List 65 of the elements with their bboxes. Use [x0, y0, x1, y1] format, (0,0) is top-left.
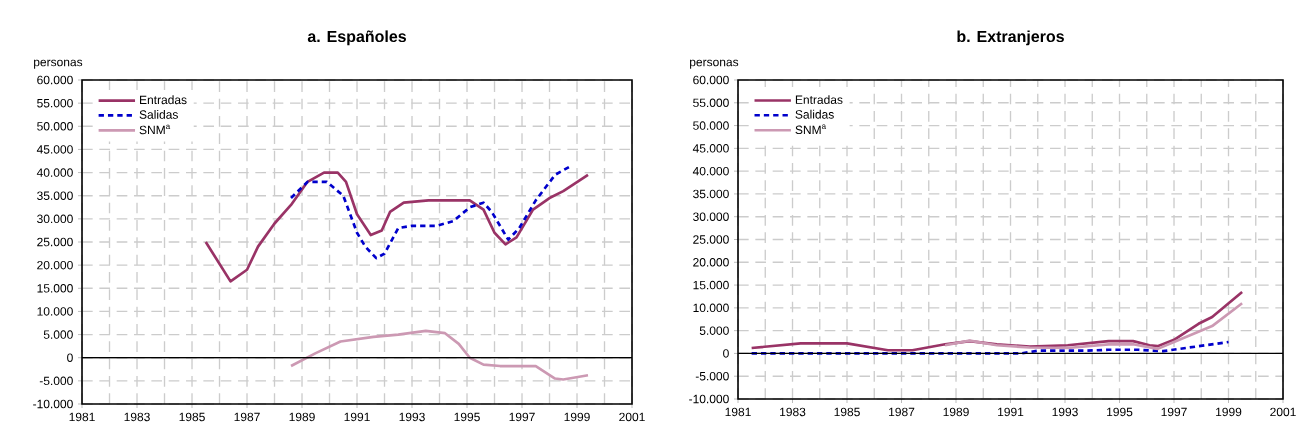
y-tick-label: 15.000	[37, 284, 73, 293]
x-tick-label: 2001	[619, 412, 645, 422]
y-tick-label: 35.000	[37, 191, 73, 200]
y-tick-label: 40.000	[692, 166, 729, 176]
y-tick-label: 5.000	[699, 326, 729, 335]
x-tick-label: 2001	[1270, 407, 1296, 417]
y-tick-label: 50.000	[693, 121, 729, 130]
y-axis-title: personas	[34, 59, 83, 69]
y-tick-label: 60.000	[693, 75, 729, 85]
x-tick-label: 1993	[399, 412, 425, 422]
y-tick-label: 60.000	[37, 75, 73, 85]
y-tick-label: -5.000	[39, 376, 73, 386]
y-tick-label: 10.000	[693, 303, 729, 313]
y-tick-label: 55.000	[693, 98, 729, 108]
x-tick-label: 1991	[344, 412, 370, 422]
legend-label: Salidas	[795, 109, 834, 119]
y-tick-label: 20.000	[37, 260, 73, 270]
y-tick-label: 25.000	[693, 235, 729, 244]
y-axis-title: personas	[690, 59, 739, 69]
x-tick-label: 1987	[234, 412, 260, 422]
chart-title: b. Extranjeros	[957, 30, 1064, 46]
y-tick-label: -10.000	[689, 394, 729, 404]
x-tick-label: 1985	[834, 407, 860, 417]
x-tick-label: 1981	[69, 412, 95, 422]
x-tick-label: 1991	[998, 407, 1024, 417]
x-tick-label: 1995	[454, 412, 480, 422]
y-tick-label: 50.000	[37, 122, 73, 131]
y-tick-label: 0	[67, 353, 73, 362]
y-tick-label: 40.000	[36, 168, 73, 177]
chart-title: a. Españoles	[307, 30, 406, 46]
x-tick-label: 1989	[943, 407, 969, 417]
x-tick-label: 1997	[509, 412, 535, 422]
y-tick-label: -10.000	[33, 399, 73, 409]
x-tick-label: 1993	[1052, 407, 1078, 417]
y-tick-label: 35.000	[693, 189, 729, 199]
legend-label: Salidas	[139, 110, 178, 119]
x-tick-label: 1983	[124, 412, 150, 422]
y-tick-label: 15.000	[693, 280, 729, 290]
y-tick-label: 45.000	[692, 144, 729, 153]
y-tick-label: 45.000	[36, 145, 73, 154]
y-tick-label: 10.000	[37, 307, 73, 316]
y-tick-label: 30.000	[693, 212, 729, 221]
x-tick-label: 1989	[289, 412, 315, 422]
y-tick-label: 20.000	[693, 258, 729, 267]
x-tick-label: 1983	[780, 407, 806, 417]
x-tick-label: 1985	[179, 412, 205, 422]
line-series	[204, 171, 590, 283]
legend-label: Entradas	[140, 95, 187, 105]
x-tick-label: 1981	[725, 407, 751, 417]
y-tick-label: 55.000	[37, 98, 73, 108]
legend-label: SNM$^{a}$	[795, 124, 827, 135]
legend-label: Entradas	[795, 95, 843, 104]
y-tick-label: 25.000	[37, 237, 73, 247]
x-tick-label: 1995	[1107, 407, 1133, 417]
line-series	[943, 301, 1244, 351]
legend-label: SNM$^{a}$	[139, 124, 171, 135]
y-tick-label: 5.000	[43, 330, 73, 339]
y-tick-label: 0	[723, 349, 729, 358]
y-tick-label: -5.000	[695, 371, 729, 381]
x-tick-label: 1999	[1216, 407, 1242, 417]
x-tick-label: 1987	[889, 407, 915, 417]
line-series	[289, 329, 590, 381]
y-tick-label: 30.000	[37, 214, 73, 224]
x-tick-label: 1999	[564, 412, 590, 422]
x-tick-label: 1997	[1161, 407, 1187, 417]
